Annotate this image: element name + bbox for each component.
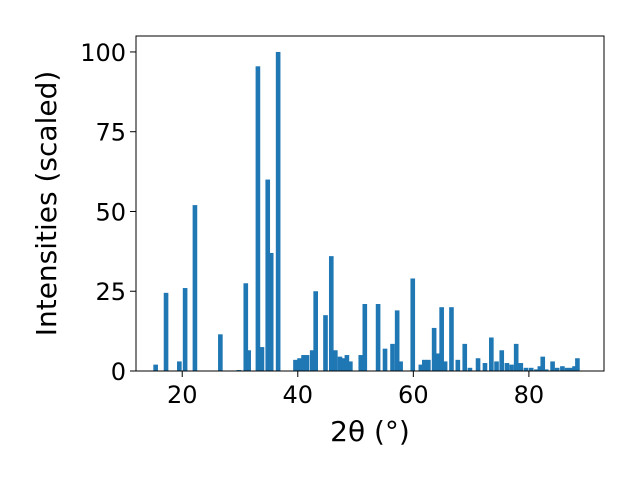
bar <box>341 358 346 371</box>
bar <box>275 51 281 371</box>
bar <box>513 343 519 371</box>
bar <box>560 366 565 371</box>
bar <box>348 361 353 371</box>
x-axis-label: 2θ (°) <box>330 415 410 448</box>
y-tick-label: 100 <box>80 39 126 67</box>
x-tick-label: 80 <box>514 381 545 409</box>
x-tick-label: 40 <box>283 381 314 409</box>
bar <box>163 292 169 371</box>
y-tick-label: 75 <box>95 119 126 147</box>
bar <box>540 356 546 371</box>
bar <box>467 367 473 371</box>
bar <box>572 366 577 371</box>
bar <box>382 348 388 371</box>
y-axis: 0 25 50 75 100 <box>80 39 136 386</box>
bar <box>293 359 298 371</box>
bar <box>431 327 437 371</box>
bar <box>475 358 481 371</box>
bar <box>333 350 338 371</box>
bar <box>499 350 505 371</box>
bar <box>435 353 441 371</box>
bar <box>375 304 381 371</box>
bar <box>462 343 468 371</box>
bar <box>337 356 343 371</box>
bar <box>344 355 350 371</box>
bar <box>394 310 400 371</box>
bar <box>518 363 524 371</box>
x-axis: 20 40 60 80 <box>167 371 544 409</box>
bar <box>323 315 328 371</box>
bar <box>259 347 265 371</box>
bar <box>218 334 223 371</box>
bar <box>182 288 188 371</box>
bar <box>398 361 403 371</box>
bar <box>543 369 549 371</box>
bar <box>301 355 306 371</box>
bar <box>534 369 539 371</box>
bar <box>304 355 310 371</box>
bar <box>243 283 249 371</box>
bar <box>362 304 368 371</box>
bar <box>482 363 488 371</box>
y-axis-label: Intensities (scaled) <box>30 71 63 337</box>
bar <box>426 359 431 371</box>
bar <box>442 361 448 371</box>
bar <box>537 366 543 371</box>
bar <box>358 355 364 371</box>
bar <box>313 291 318 371</box>
bar <box>192 205 198 371</box>
bar <box>489 337 494 371</box>
bar <box>449 307 454 371</box>
bar <box>255 66 261 372</box>
bar <box>554 367 560 371</box>
bar <box>564 367 570 371</box>
y-tick-label: 50 <box>95 198 126 226</box>
bar <box>422 359 427 371</box>
bar <box>153 364 158 371</box>
bar <box>390 343 395 371</box>
y-tick-label: 0 <box>111 358 126 386</box>
bar <box>504 363 510 371</box>
bar <box>309 350 315 371</box>
bar <box>328 256 334 371</box>
bar <box>177 361 182 371</box>
bar <box>568 367 574 371</box>
bar <box>494 361 499 371</box>
bar <box>509 364 514 371</box>
y-tick-label: 25 <box>95 278 126 306</box>
bar <box>410 278 416 371</box>
bar <box>297 358 302 371</box>
x-tick-label: 60 <box>398 381 429 409</box>
bar <box>528 367 534 371</box>
bar <box>268 252 274 371</box>
bar <box>418 364 424 371</box>
bar <box>246 350 251 371</box>
bar <box>523 367 529 371</box>
bar <box>455 359 461 371</box>
bar <box>575 358 580 371</box>
bars-group <box>153 51 580 372</box>
x-tick-label: 20 <box>167 381 198 409</box>
bar <box>550 361 555 371</box>
bar <box>439 307 444 371</box>
plot-frame <box>135 35 605 372</box>
bar <box>265 179 271 371</box>
